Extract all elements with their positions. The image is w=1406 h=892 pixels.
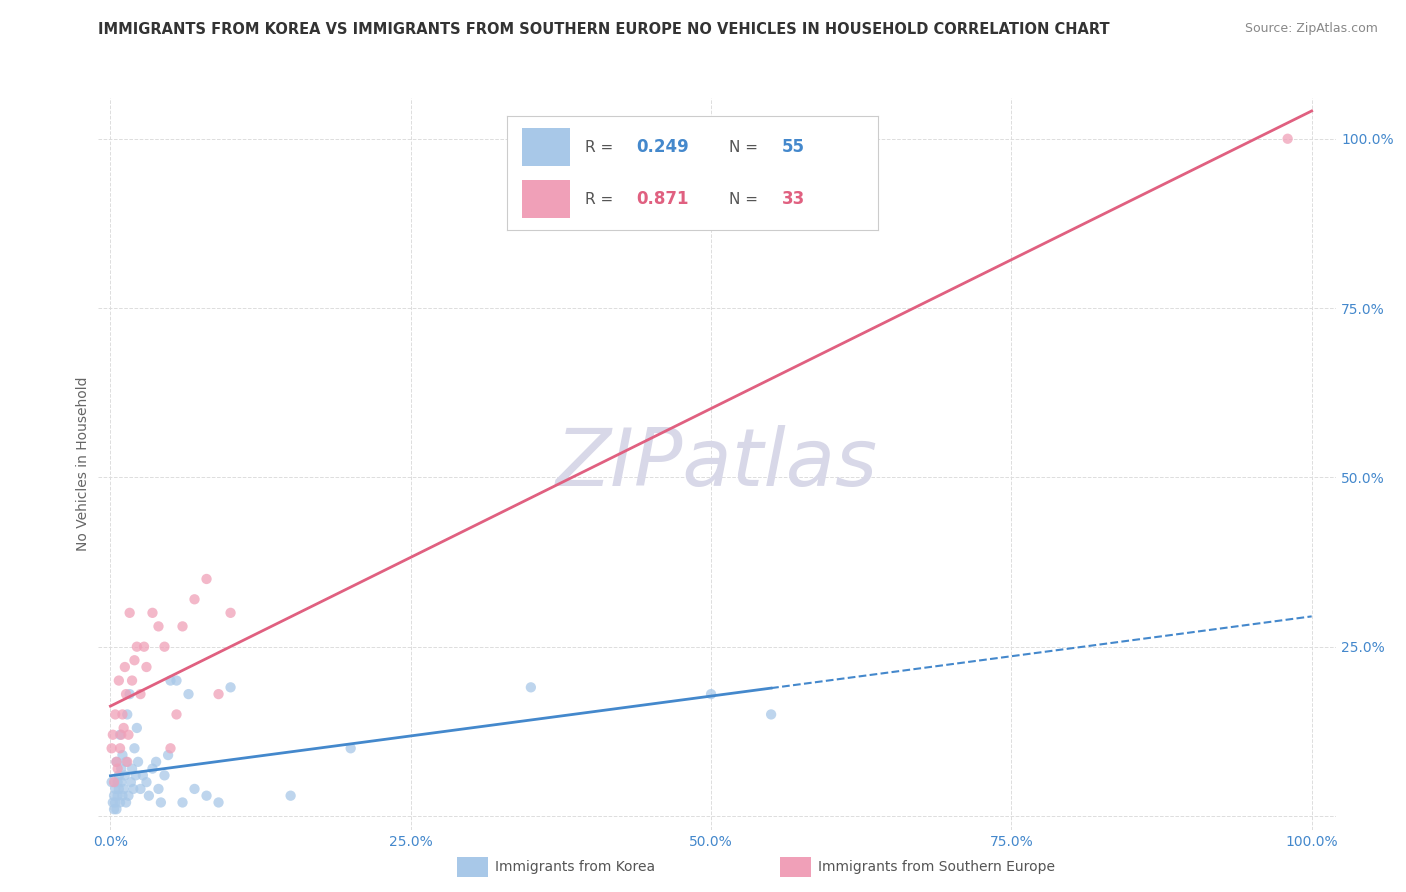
Point [183, 781, 205, 796]
Point [157, 747, 180, 762]
Point [124, 741, 146, 756]
Point [138, 789, 160, 803]
Point [108, 673, 131, 688]
Point [108, 768, 131, 782]
Point [118, 687, 141, 701]
Point [107, 762, 129, 776]
Point [166, 707, 188, 722]
Point [149, 796, 172, 810]
Point [141, 762, 163, 776]
Point [129, 781, 152, 796]
Point [110, 728, 132, 742]
Point [153, 640, 176, 654]
Point [125, 640, 148, 654]
Point [172, 619, 194, 633]
Point [135, 775, 157, 789]
Point [100, 775, 122, 789]
Point [111, 747, 134, 762]
Point [280, 789, 302, 803]
Point [101, 796, 124, 810]
Point [120, 775, 142, 789]
Point [103, 802, 125, 816]
Point [117, 728, 139, 742]
Point [195, 572, 218, 586]
Point [107, 775, 129, 789]
Point [107, 789, 129, 803]
Point [339, 741, 361, 756]
Point [700, 687, 723, 701]
Point [159, 673, 181, 688]
Point [115, 755, 138, 769]
Point [159, 741, 181, 756]
Point [100, 741, 122, 756]
Point [111, 789, 134, 803]
Point [207, 687, 229, 701]
Point [104, 707, 127, 722]
Point [207, 796, 229, 810]
Point [183, 592, 205, 607]
Point [125, 721, 148, 735]
Text: Immigrants from Southern Europe: Immigrants from Southern Europe [818, 860, 1056, 874]
Point [121, 762, 143, 776]
Point [115, 687, 138, 701]
Point [115, 796, 138, 810]
Point [112, 781, 135, 796]
Point [145, 755, 167, 769]
Point [759, 707, 782, 722]
Point [129, 687, 152, 701]
Point [135, 660, 157, 674]
Point [103, 775, 125, 789]
Y-axis label: No Vehicles in Household: No Vehicles in Household [76, 376, 90, 551]
Point [117, 789, 139, 803]
Text: IMMIGRANTS FROM KOREA VS IMMIGRANTS FROM SOUTHERN EUROPE NO VEHICLES IN HOUSEHOL: IMMIGRANTS FROM KOREA VS IMMIGRANTS FROM… [98, 22, 1111, 37]
Point [114, 768, 136, 782]
Point [520, 681, 543, 695]
Point [132, 768, 155, 782]
Point [153, 768, 176, 782]
Point [219, 606, 242, 620]
Point [104, 781, 127, 796]
Point [166, 673, 188, 688]
Point [177, 687, 200, 701]
Point [111, 707, 134, 722]
Point [172, 796, 194, 810]
Text: Source: ZipAtlas.com: Source: ZipAtlas.com [1244, 22, 1378, 36]
Point [105, 755, 128, 769]
Point [117, 755, 139, 769]
Point [124, 653, 146, 667]
Point [121, 673, 143, 688]
Point [108, 741, 131, 756]
Point [117, 707, 139, 722]
Point [108, 728, 131, 742]
Text: Immigrants from Korea: Immigrants from Korea [495, 860, 655, 874]
Point [101, 728, 124, 742]
Point [148, 781, 170, 796]
Point [132, 640, 155, 654]
Point [114, 660, 136, 674]
Point [105, 802, 128, 816]
Point [112, 721, 135, 735]
Text: ZIPatlas: ZIPatlas [555, 425, 879, 503]
Point [219, 681, 242, 695]
Point [141, 606, 163, 620]
Point [127, 755, 149, 769]
Point [148, 619, 170, 633]
Point [124, 768, 146, 782]
Point [122, 781, 145, 796]
Point [108, 796, 131, 810]
Point [103, 789, 125, 803]
Point [110, 775, 132, 789]
Point [108, 781, 131, 796]
Point [104, 796, 127, 810]
Point [110, 762, 132, 776]
Point [195, 789, 218, 803]
Point [1277, 132, 1299, 146]
Point [118, 606, 141, 620]
Point [105, 755, 128, 769]
